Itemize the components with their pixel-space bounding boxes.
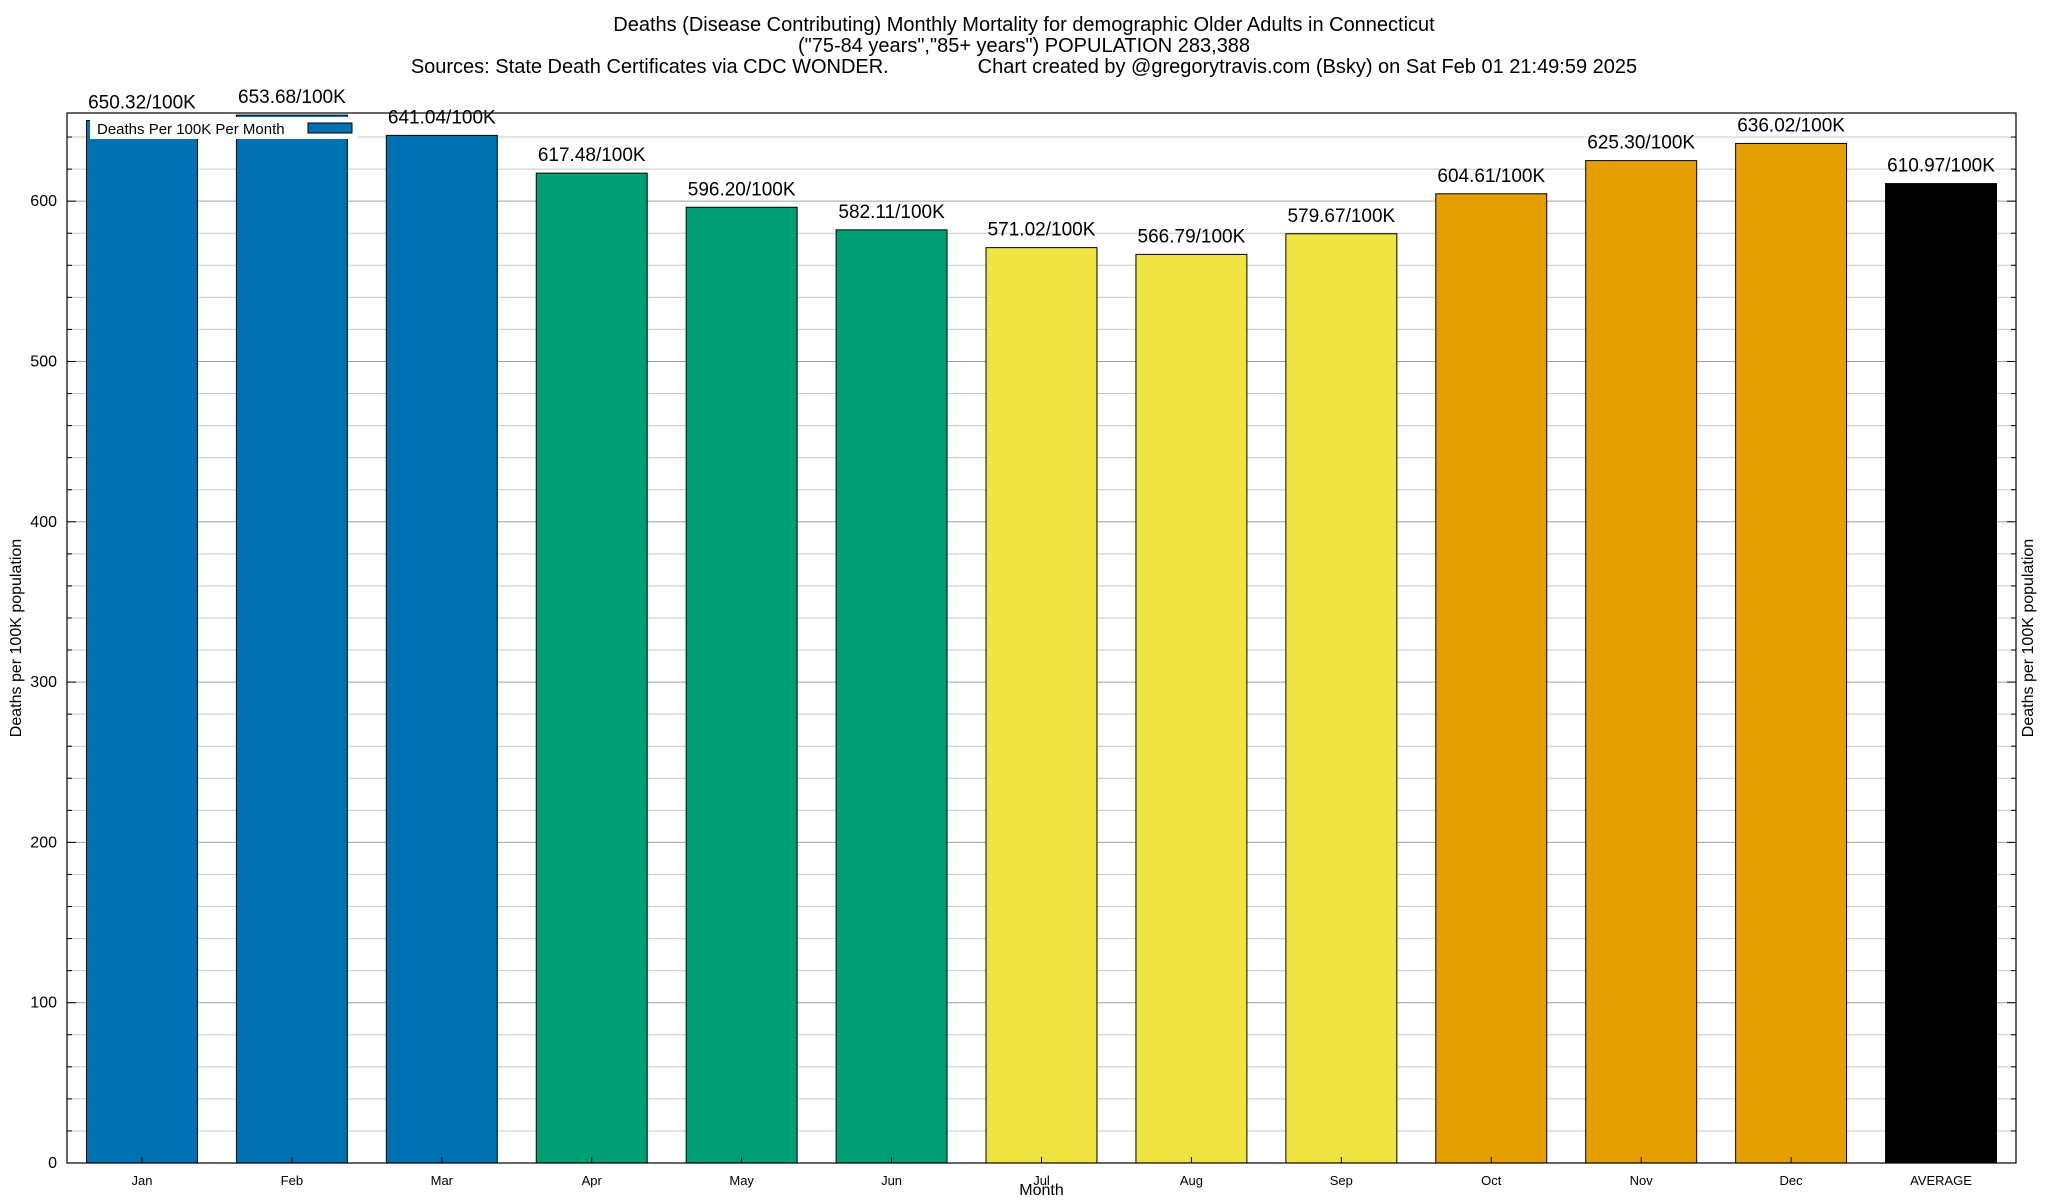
chart-title: Deaths (Disease Contributing) Monthly Mo… xyxy=(411,14,1637,78)
bar-aug xyxy=(1135,253,1248,1164)
x-tick-label: Dec xyxy=(1780,1173,1804,1188)
x-tick-label: Sep xyxy=(1330,1173,1353,1188)
data-label-may: 596.20/100K xyxy=(688,179,796,200)
bar-jan xyxy=(85,120,198,1164)
x-tick-label: Oct xyxy=(1481,1173,1502,1188)
bar-sep xyxy=(1285,233,1398,1164)
bar-apr xyxy=(535,172,648,1164)
data-label-aug: 566.79/100K xyxy=(1138,226,1246,247)
data-label-jan: 650.32/100K xyxy=(88,93,196,114)
data-label-jul: 571.02/100K xyxy=(988,220,1096,241)
x-tick-label: Feb xyxy=(281,1173,303,1188)
data-label-sep: 579.67/100K xyxy=(1287,206,1395,227)
x-tick-labels: Jan Feb Mar Apr May Jun Jul Aug Sep Oct Nov Dec AVER… xyxy=(131,1173,1972,1188)
y-tick-label: 0 xyxy=(48,1155,57,1172)
bar-dec xyxy=(1735,142,1848,1164)
y-axis-label: Deaths per 100K population xyxy=(8,539,25,737)
data-label-jun: 582.11/100K xyxy=(838,202,945,223)
x-axis-label: Month xyxy=(1019,1182,1063,1199)
bars xyxy=(85,114,1998,1164)
y2-axis-label: Deaths per 100K population xyxy=(2020,539,2037,737)
x-tick-label: Aug xyxy=(1180,1173,1203,1188)
chart-title-line: Deaths (Disease Contributing) Monthly Mo… xyxy=(613,14,1435,36)
y-tick-label: 400 xyxy=(30,514,57,531)
bar-may xyxy=(685,206,798,1164)
data-label-feb: 653.68/100K xyxy=(238,87,346,108)
y-tick-labels: 0 100 200 300 400 500 600 xyxy=(30,193,57,1172)
data-labels: 650.32/100K 653.68/100K 641.04/100K 617.48/… xyxy=(88,87,1995,247)
x-tick-label: Mar xyxy=(431,1173,454,1188)
legend-box xyxy=(90,117,358,139)
bar-nov xyxy=(1585,160,1698,1164)
x-tick-label: AVERAGE xyxy=(1910,1173,1972,1188)
x-tick-label: Jul xyxy=(1033,1173,1050,1188)
legend-label: Deaths Per 100K Per Month xyxy=(97,121,285,138)
data-label-nov: 625.30/100K xyxy=(1587,133,1695,154)
data-label-average: 610.97/100K xyxy=(1887,156,1995,177)
bar-jul xyxy=(985,247,1098,1164)
legend: Deaths Per 100K Per Month xyxy=(90,117,358,139)
y-tick-label: 300 xyxy=(30,674,57,691)
x-tick-label: Jan xyxy=(131,1173,152,1188)
legend-swatch xyxy=(307,122,353,134)
bar-oct xyxy=(1435,193,1548,1164)
x-tick-label: Jun xyxy=(881,1173,902,1188)
data-label-dec: 636.02/100K xyxy=(1737,115,1845,136)
chart-title-line: ("75-84 years","85+ years") POPULATION 2… xyxy=(798,35,1250,57)
data-label-apr: 617.48/100K xyxy=(538,145,646,166)
bar-feb xyxy=(235,114,348,1164)
bar-mar xyxy=(385,134,498,1164)
y-tick-label: 100 xyxy=(30,995,57,1012)
y-tick-label: 500 xyxy=(30,353,57,370)
tick-marks xyxy=(67,136,2016,1163)
y-tick-label: 200 xyxy=(30,834,57,851)
data-label-mar: 641.04/100K xyxy=(388,107,496,128)
chart-title-line: Sources: State Death Certificates via CD… xyxy=(411,56,1637,78)
y-tick-label: 600 xyxy=(30,193,57,210)
bar-jun xyxy=(835,229,948,1164)
x-tick-label: Apr xyxy=(582,1173,603,1188)
bar-average xyxy=(1885,183,1998,1164)
x-tick-label: Nov xyxy=(1630,1173,1654,1188)
data-label-oct: 604.61/100K xyxy=(1437,166,1545,187)
x-tick-label: May xyxy=(729,1173,754,1188)
